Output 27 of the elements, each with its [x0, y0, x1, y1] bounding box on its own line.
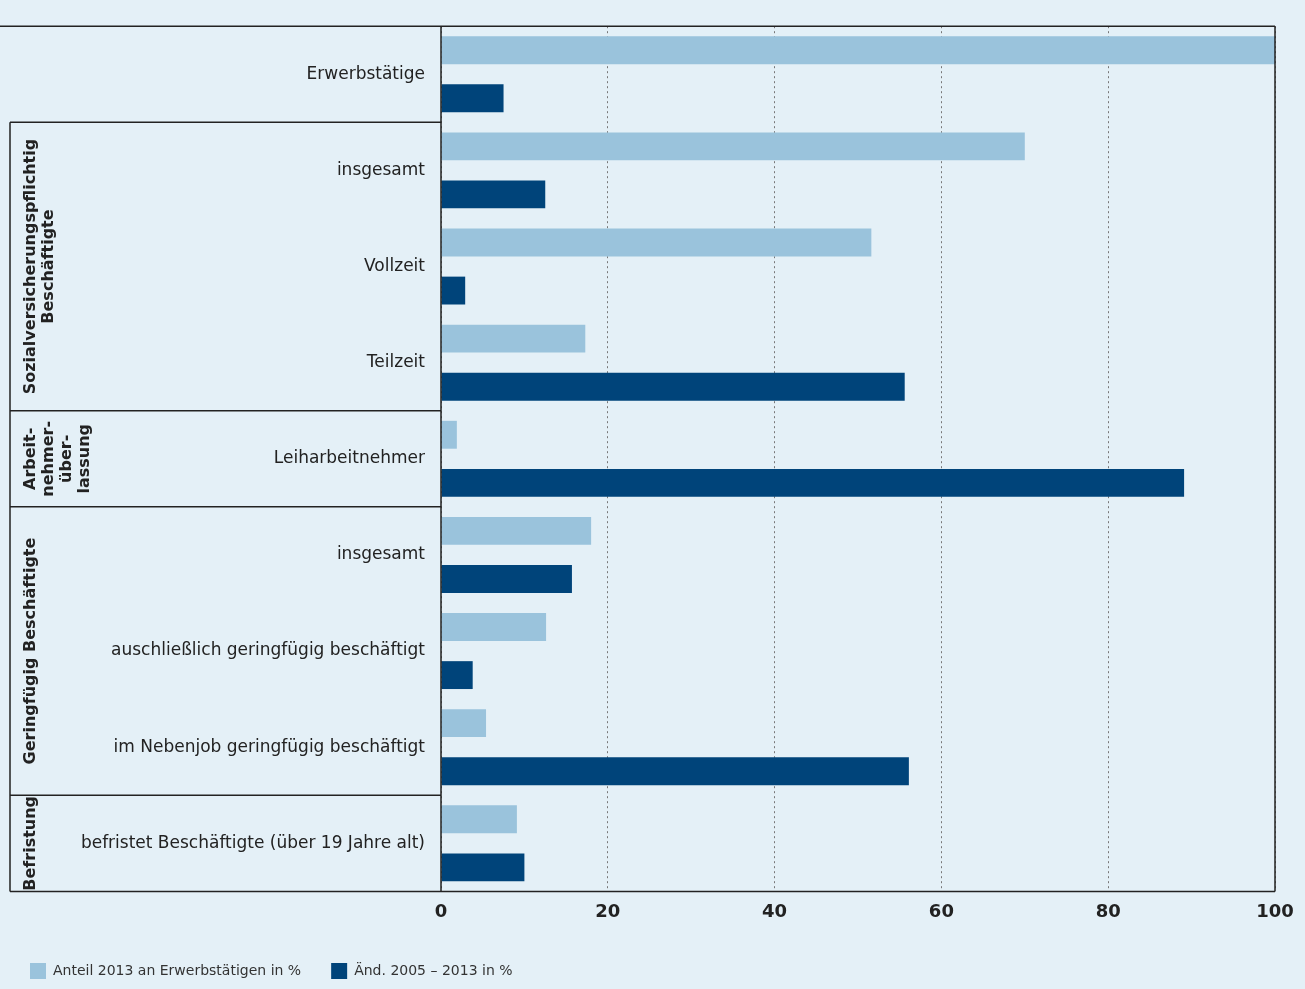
- bar: [441, 84, 504, 113]
- bar: [441, 324, 586, 353]
- bar: [441, 757, 909, 786]
- bar: [441, 565, 572, 593]
- x-tick-label: 0: [434, 899, 448, 921]
- bar: [441, 228, 872, 257]
- legend-label: Änd. 2005 – 2013 in %: [354, 960, 513, 978]
- x-tick-label: 100: [1256, 899, 1294, 921]
- bar: [441, 613, 547, 641]
- bar: [441, 132, 1025, 161]
- bar: [441, 805, 517, 834]
- legend-label: Anteil 2013 an Erwerbstätigen in %: [53, 961, 302, 978]
- x-tick-label: 60: [928, 899, 954, 921]
- y-tick-label: Erwerbstätige: [306, 62, 425, 83]
- bar: [441, 661, 473, 690]
- x-tick-label: 20: [595, 899, 621, 921]
- x-tick-label: 80: [1095, 899, 1121, 921]
- x-tick-label: 40: [762, 899, 788, 921]
- bar: [441, 709, 487, 738]
- bar: [441, 420, 457, 449]
- bar: [441, 276, 466, 305]
- bar: [441, 468, 1185, 497]
- bar: [441, 36, 1275, 65]
- bar: [441, 180, 546, 209]
- bar: [441, 372, 905, 401]
- bar: [441, 853, 525, 882]
- bar: [441, 516, 592, 545]
